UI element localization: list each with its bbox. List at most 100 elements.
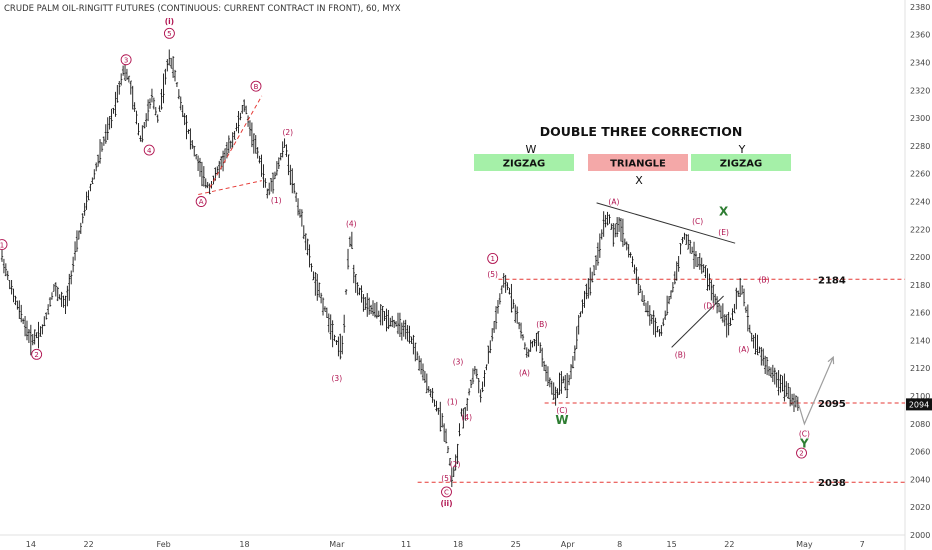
correction-box-label: ZIGZAG	[720, 159, 762, 170]
trendline	[198, 180, 262, 196]
wave-circle-label: 2	[34, 351, 38, 359]
y-tick-label: 2040	[910, 475, 930, 484]
wave-circle	[195, 196, 207, 207]
y-tick-label: 2200	[910, 253, 930, 262]
correction-title: DOUBLE THREE CORRECTION	[540, 124, 743, 139]
wave-circle-label: B	[254, 83, 259, 91]
correction-y-label: Y	[738, 143, 746, 156]
wave-label: (B)	[536, 320, 547, 329]
wave-label: (i)	[165, 17, 174, 26]
x-tick-label: 7	[860, 540, 865, 549]
projection-path	[798, 355, 835, 426]
wave-circle	[441, 486, 452, 498]
level-label: 2038	[818, 478, 846, 489]
y-tick-label: 2100	[910, 392, 930, 401]
price-tag-box	[906, 398, 932, 411]
wave-label: (A)	[738, 345, 749, 354]
wave-circle-label: 1	[490, 255, 494, 263]
wave-circle-label: A	[199, 198, 204, 206]
correction-box-label: TRIANGLE	[610, 159, 666, 170]
x-tick-label: Mar	[329, 540, 345, 549]
wave-circle	[487, 253, 499, 264]
wave-label: (E)	[718, 228, 729, 237]
y-tick-label: 2240	[910, 197, 930, 206]
wave-label: (A)	[608, 197, 619, 206]
correction-w-label: W	[526, 143, 537, 156]
wave-label: (ii)	[441, 499, 453, 508]
current-price-tag: 2094	[906, 398, 932, 411]
y-tick-label: 2120	[910, 364, 930, 373]
y-tick-label: 2000	[910, 531, 930, 540]
wave-label: (B)	[675, 350, 686, 359]
trendline	[596, 202, 736, 244]
x-tick-label: Apr	[561, 540, 576, 549]
projection-line	[798, 356, 834, 426]
wave-label: (5)	[441, 474, 452, 483]
level-label: 2095	[818, 399, 846, 410]
wave-circle	[0, 239, 8, 251]
y-tick-label: 2360	[910, 31, 930, 40]
wave-label: Y	[799, 437, 809, 451]
wave-label: (A)	[519, 368, 530, 377]
wave-circle-label: 3	[124, 56, 128, 64]
correction-box	[691, 154, 791, 171]
x-tick-label: May	[796, 540, 813, 549]
y-tick-label: 2340	[910, 59, 930, 68]
wave-label: (C)	[692, 217, 703, 226]
wave-label: X	[719, 205, 729, 219]
correction-box	[588, 154, 688, 171]
x-tick-label: 25	[511, 540, 521, 549]
chart-title: CRUDE PALM OIL-RINGITT FUTURES (CONTINUO…	[4, 4, 401, 14]
trendline	[209, 95, 263, 188]
wave-circle-label: C	[444, 489, 449, 497]
x-tick-label: 18	[239, 540, 249, 549]
wave-label: (5)	[487, 270, 498, 279]
x-tick-label: Feb	[157, 540, 171, 549]
wave-circle-label: 2	[799, 450, 803, 458]
wave-label: (D)	[703, 302, 715, 311]
price-bars	[0, 49, 800, 488]
x-tick-label: 15	[667, 540, 677, 549]
wave-circle	[143, 144, 155, 156]
wave-circle-label: 1	[0, 241, 4, 249]
wave-label: (B)	[759, 275, 770, 284]
wave-label: (2)	[282, 128, 293, 137]
x-tick-label: 11	[401, 540, 411, 549]
x-tick-label: 14	[26, 540, 36, 549]
wave-label: (1)	[271, 196, 282, 205]
wave-label: (4)	[461, 413, 472, 422]
y-tick-label: 2220	[910, 225, 930, 234]
wave-label: (4)	[346, 220, 357, 229]
y-tick-label: 2280	[910, 142, 930, 151]
wave-label: (1)	[447, 398, 458, 407]
price-tag-label: 2094	[909, 400, 929, 409]
y-axis: 2000 2020 2040 2060 2080 2100 2120 2140 2160 2180…	[910, 3, 930, 540]
y-tick-label: 2080	[910, 420, 930, 429]
correction-box-label: ZIGZAG	[503, 159, 545, 170]
x-tick-label: 22	[724, 540, 734, 549]
trendline	[671, 295, 724, 348]
wave-labels: 12345AB1C2(i)(ii)(2)(1)(4)(3)(3)(1)(4)(2…	[0, 17, 810, 508]
level-label: 2184	[818, 275, 846, 286]
wave-circle-label: 5	[167, 30, 171, 38]
wave-circle	[796, 447, 807, 459]
y-tick-label: 2320	[910, 86, 930, 95]
y-tick-label: 2160	[910, 309, 930, 318]
x-tick-label: 22	[83, 540, 93, 549]
correction-box	[474, 154, 574, 171]
y-tick-label: 2060	[910, 448, 930, 457]
y-tick-label: 2300	[910, 114, 930, 123]
y-tick-label: 2180	[910, 281, 930, 290]
x-tick-label: 8	[617, 540, 622, 549]
correction-x-label: X	[635, 174, 643, 187]
wave-label: (3)	[332, 374, 343, 383]
x-axis: 14 22 Feb 18 Mar 11 18 25 Apr 8 15 22 May 7	[26, 540, 865, 549]
wave-label: (3)	[453, 357, 464, 366]
wave-circle	[120, 54, 132, 66]
wave-circle-label: 4	[147, 147, 152, 155]
wave-label: (C)	[556, 406, 567, 415]
y-tick-label: 2140	[910, 336, 930, 345]
wave-circle	[250, 80, 262, 92]
